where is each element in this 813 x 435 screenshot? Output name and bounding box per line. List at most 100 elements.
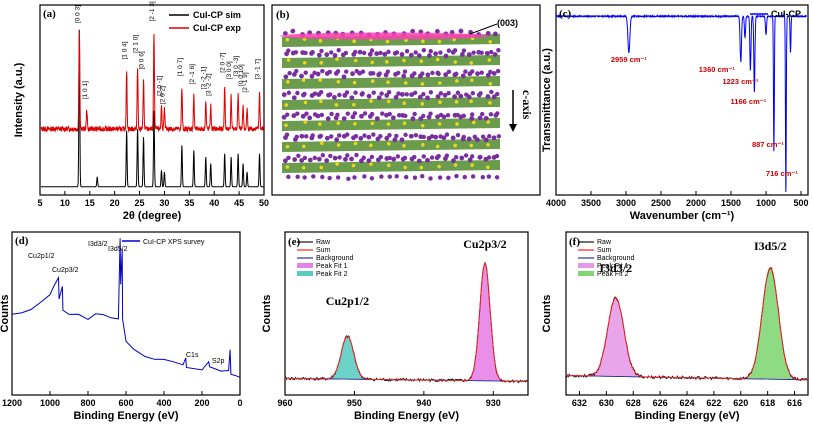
xrd-xtick-label: 20 (110, 198, 120, 208)
xrd-xtick-label: 5 (37, 198, 42, 208)
structure-iodine-atom (395, 154, 401, 159)
xps-f-legend-label: Raw (597, 239, 612, 246)
structure-sulfur-atom (402, 121, 407, 125)
structure-sulfur-atom (488, 101, 492, 105)
structure-layer (282, 55, 500, 68)
xps-survey-xtick-label: 1000 (40, 398, 60, 408)
structure-iodine-atom (386, 90, 392, 95)
structure-iodine-atom (441, 135, 447, 141)
structure-iodine-atom (404, 49, 410, 54)
structure-iodine-atom (421, 47, 427, 53)
structure-iodine-atom (345, 111, 351, 116)
structure-iodine-atom (319, 48, 324, 54)
structure-iodine-atom (358, 158, 364, 164)
structure-sulfur-atom (319, 61, 324, 65)
structure-iodine-atom (403, 132, 408, 138)
xps-f-x-axis-title: Binding Energy (eV) (634, 410, 739, 422)
structure-sulfur-atom (385, 60, 389, 64)
structure-iodine-atom (346, 176, 351, 182)
structure-iodine-atom (309, 51, 314, 56)
panel-a-label: (a) (43, 8, 56, 20)
structure-iodine-atom (299, 133, 305, 139)
structure-sulfur-atom (285, 37, 290, 42)
ftir-xtick-label: 3000 (616, 198, 636, 208)
c-axis-label: c-axis (520, 90, 534, 120)
structure-iodine-atom (320, 68, 325, 74)
structure-iodine-atom (471, 50, 476, 55)
xrd-xtick-label: 30 (159, 198, 169, 208)
structure-iodine-atom (430, 70, 435, 76)
ftir-peak-label: 887 cm⁻¹ (752, 140, 784, 149)
structure-iodine-atom (301, 92, 306, 98)
structure-iodine-atom (470, 91, 476, 96)
structure-iodine-atom (367, 51, 373, 57)
structure-iodine-atom (396, 113, 402, 118)
structure-iodine-atom (458, 114, 464, 120)
structure-sulfur-atom (420, 123, 425, 128)
structure-iodine-atom (309, 93, 315, 98)
structure-sulfur-atom (334, 103, 339, 107)
structure-iodine-atom (458, 93, 464, 99)
structure-iodine-atom (283, 74, 289, 80)
structure-sulfur-atom (402, 58, 406, 63)
structure-iodine-atom (492, 31, 498, 37)
xps-f-legend-label: Background (597, 255, 634, 262)
structure-iodine-atom (463, 69, 468, 74)
xrd-xtick-label: 35 (184, 198, 194, 208)
structure-iodine-atom (353, 90, 358, 95)
structure-iodine-atom (366, 134, 372, 140)
structure-sulfur-atom (336, 79, 341, 84)
structure-iodine-atom (399, 91, 405, 97)
structure-iodine-atom (350, 71, 355, 77)
xps-survey-y-axis-title: Counts (0, 295, 11, 333)
ftir-xtick-label: 1500 (721, 198, 741, 208)
structure-iodine-atom (327, 175, 332, 181)
structure-iodine-atom (425, 157, 430, 163)
xrd-peak-label: [1 0 1] (82, 81, 89, 99)
structure-iodine-atom (469, 112, 475, 117)
structure-iodine-atom (485, 31, 491, 36)
structure-iodine-atom (459, 155, 465, 161)
structure-sulfur-atom (370, 79, 375, 83)
structure-iodine-atom (491, 71, 497, 76)
structure-iodine-atom (295, 174, 300, 180)
structure-iodine-atom (316, 156, 322, 162)
structure-iodine-atom (392, 50, 398, 56)
xps-survey-xtick-label: 1200 (2, 398, 22, 408)
ftir-xtick-label: 3500 (581, 198, 601, 208)
structure-sulfur-atom (435, 57, 440, 62)
structure-iodine-atom (403, 174, 409, 180)
structure-sulfur-atom (403, 165, 407, 170)
xrd-peak-label: [3 -1 7] (255, 59, 262, 79)
panel-e-label: (e) (288, 236, 301, 248)
structure-iodine-atom (351, 135, 356, 141)
xps-f-y-axis-title: Counts (541, 295, 553, 333)
ftir-x-axis-title: Wavenumber (cm⁻¹) (630, 210, 735, 222)
xps-survey-x-axis-title: Binding Energy (eV) (73, 410, 178, 422)
structure-iodine-atom (416, 158, 422, 164)
structure-sulfur-atom (318, 78, 322, 82)
structure-sulfur-atom (284, 123, 288, 128)
structure-iodine-atom (329, 134, 334, 139)
structure-iodine-atom (357, 70, 363, 76)
xps-f-xtick-label: 632 (572, 398, 587, 408)
structure-iodine-atom (384, 156, 390, 161)
xrd-xtick-label: 15 (85, 198, 95, 208)
structure-iodine-atom (413, 50, 418, 55)
structure-iodine-atom (296, 153, 301, 159)
structure-iodine-atom (402, 69, 408, 74)
structure-sulfur-atom (454, 100, 459, 104)
structure-iodine-atom (387, 132, 392, 138)
structure-layer (282, 139, 500, 152)
structure-sulfur-atom (284, 103, 289, 107)
structure-iodine-atom (470, 154, 475, 159)
structure-iodine-atom (368, 71, 374, 76)
xps-f-xtick-label: 630 (599, 398, 614, 408)
structure-iodine-atom (340, 52, 346, 58)
structure-iodine-atom (391, 156, 397, 162)
xps-f-xtick-label: 626 (653, 398, 668, 408)
structure-iodine-atom (371, 132, 376, 137)
structure-sulfur-atom (470, 163, 474, 167)
structure-iodine-atom (343, 156, 348, 162)
xrd-series-0 (41, 29, 264, 188)
